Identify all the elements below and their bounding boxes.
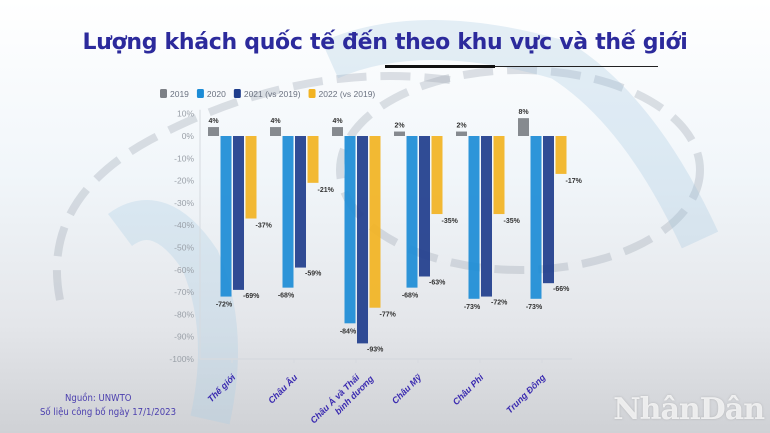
x-category-label: Thế giới bbox=[206, 372, 238, 404]
bar-2021 bbox=[419, 136, 430, 277]
source-line: Nguồn: UNWTO bbox=[65, 393, 132, 404]
bar-2019 bbox=[270, 127, 281, 136]
data-label: -66% bbox=[553, 286, 570, 293]
y-tick-label: -50% bbox=[174, 243, 194, 253]
bar-2020 bbox=[406, 136, 418, 288]
bar-2021 bbox=[357, 136, 368, 344]
data-label: 4% bbox=[270, 118, 281, 125]
x-category-label: Châu Phi bbox=[451, 372, 486, 407]
legend-swatch bbox=[160, 89, 167, 98]
publish-date-line: Số liệu công bố ngày 17/1/2023 bbox=[40, 407, 177, 418]
y-tick-label: -10% bbox=[174, 153, 194, 163]
bar-2022 bbox=[369, 136, 381, 308]
bar-2022 bbox=[431, 136, 443, 215]
x-category-label: Trung Đông bbox=[504, 372, 547, 415]
x-category-label: Châu Á và Tháibình dương bbox=[308, 366, 376, 433]
data-label: -72% bbox=[216, 302, 233, 309]
data-label: -84% bbox=[340, 328, 357, 335]
bar-2019 bbox=[208, 127, 219, 136]
bar-2020 bbox=[220, 136, 232, 297]
data-label: 4% bbox=[208, 118, 219, 125]
data-label: -72% bbox=[491, 300, 508, 307]
bar-2022 bbox=[493, 136, 505, 215]
data-label: -21% bbox=[318, 187, 335, 194]
data-label: -59% bbox=[305, 271, 322, 278]
bar-2021 bbox=[233, 136, 244, 290]
data-label: -77% bbox=[380, 312, 397, 319]
data-label: -73% bbox=[464, 304, 481, 311]
y-tick-label: -40% bbox=[174, 220, 194, 230]
y-tick-label: -100% bbox=[169, 354, 194, 364]
data-label: -35% bbox=[442, 218, 459, 225]
bar-2019 bbox=[332, 127, 343, 136]
data-label: -68% bbox=[402, 293, 419, 300]
bar-2021 bbox=[481, 136, 492, 297]
bar-2022 bbox=[245, 136, 257, 219]
y-tick-label: -90% bbox=[174, 332, 194, 342]
legend-swatch bbox=[233, 89, 241, 98]
y-tick-label: 10% bbox=[177, 109, 194, 119]
data-label: -17% bbox=[566, 178, 583, 185]
y-tick-label: -70% bbox=[174, 287, 194, 297]
y-tick-label: 0% bbox=[182, 131, 195, 141]
x-category-label: Châu Âu bbox=[265, 371, 299, 405]
legend-swatch bbox=[308, 89, 316, 98]
y-tick-label: -20% bbox=[174, 176, 194, 186]
legend-label: 2021 (vs 2019) bbox=[244, 89, 301, 99]
data-label: 2% bbox=[394, 123, 405, 130]
data-label: -73% bbox=[526, 304, 543, 311]
data-label: 4% bbox=[332, 118, 343, 125]
bar-2022 bbox=[307, 136, 319, 183]
x-category-label: Châu Mỹ bbox=[390, 372, 424, 406]
legend-label: 2022 (vs 2019) bbox=[319, 89, 376, 99]
bar-2019 bbox=[394, 131, 405, 136]
data-label: -37% bbox=[256, 223, 273, 230]
data-label: 8% bbox=[518, 109, 529, 116]
data-label: 2% bbox=[456, 123, 467, 130]
bar-2021 bbox=[295, 136, 306, 268]
bar-2019 bbox=[518, 118, 529, 136]
y-tick-label: -80% bbox=[174, 309, 194, 319]
bar-2020 bbox=[282, 136, 294, 288]
bar-2021 bbox=[543, 136, 554, 284]
title-underline-accent bbox=[385, 65, 495, 68]
data-label: -68% bbox=[278, 293, 295, 300]
bar-2020 bbox=[530, 136, 542, 299]
nhandan-watermark-logo: NhânDân bbox=[613, 392, 765, 427]
legend-label: 2019 bbox=[170, 89, 189, 99]
data-label: -63% bbox=[429, 279, 446, 286]
legend-swatch bbox=[196, 89, 204, 98]
source-note: Nguồn: UNWTO Số liệu công bố ngày 17/1/2… bbox=[40, 392, 176, 420]
title-underline bbox=[385, 66, 658, 67]
y-tick-label: -60% bbox=[174, 265, 194, 275]
legend-label: 2020 bbox=[207, 89, 226, 99]
bar-2020 bbox=[344, 136, 356, 324]
page-title: Lượng khách quốc tế đến theo khu vực và … bbox=[82, 30, 688, 55]
bar-2020 bbox=[468, 136, 480, 299]
data-label: -35% bbox=[504, 218, 521, 225]
data-label: -69% bbox=[243, 293, 260, 300]
data-label: -93% bbox=[367, 346, 384, 353]
bar-2022 bbox=[555, 136, 567, 174]
y-tick-label: -30% bbox=[174, 198, 194, 208]
bar-2019 bbox=[456, 131, 467, 136]
